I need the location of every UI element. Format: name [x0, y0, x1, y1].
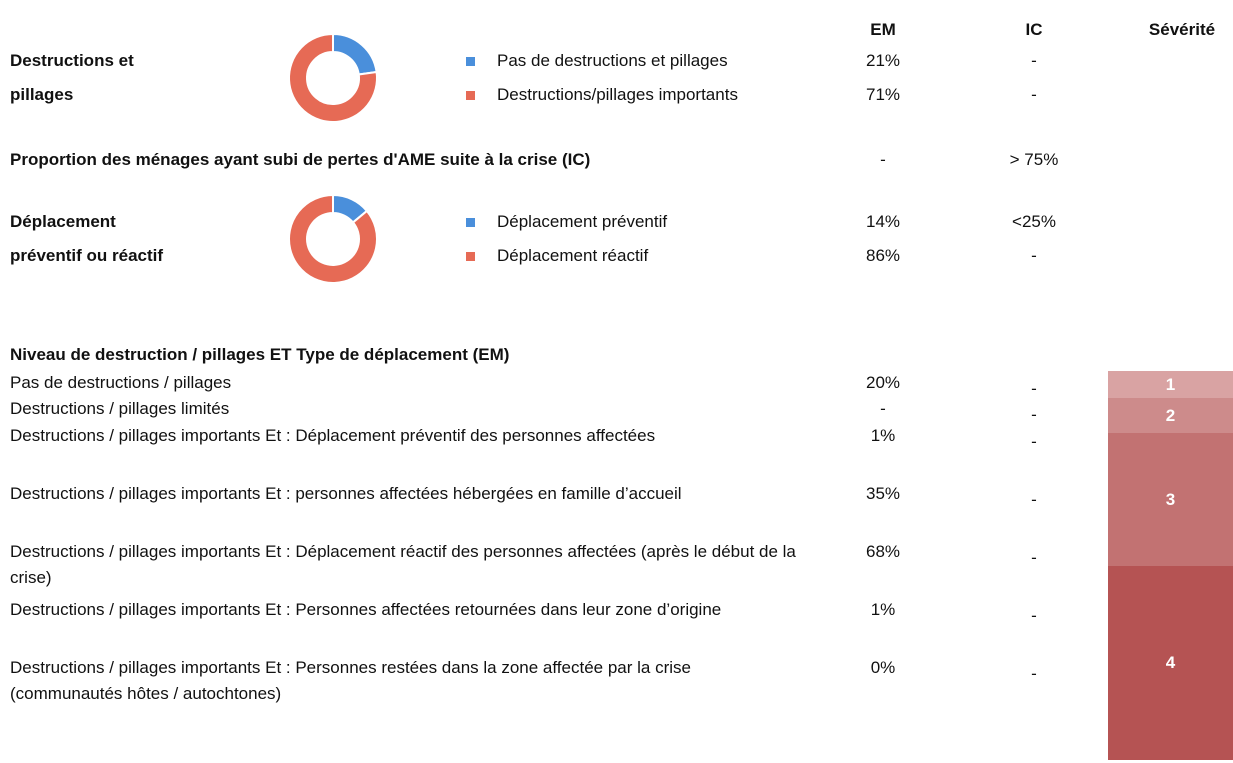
- legend-label: Déplacement réactif: [497, 246, 649, 265]
- row-em: 20%: [865, 373, 901, 392]
- row-em: 1%: [870, 426, 896, 445]
- header-severity: Sévérité: [1148, 20, 1216, 39]
- row-label: Destructions / pillages importants Et : …: [10, 542, 796, 587]
- row-em: -: [880, 399, 886, 418]
- donut: [288, 32, 378, 123]
- row-ic: -: [1031, 664, 1037, 683]
- proportion-label: Proportion des ménages ayant subi de per…: [10, 150, 591, 169]
- proportion-ic: > 75%: [1009, 150, 1059, 169]
- table-title: Niveau de destruction / pillages ET Type…: [10, 345, 510, 364]
- severity-cell: 3: [1108, 433, 1233, 566]
- row-label: Destructions / pillages limités: [10, 399, 230, 418]
- row-ic: -: [1031, 432, 1037, 451]
- ic-value: -: [1031, 85, 1037, 104]
- legend-swatch: [466, 57, 475, 66]
- ic-value: <25%: [1012, 212, 1056, 231]
- header-em: EM: [870, 20, 896, 39]
- row-label: Destructions / pillages importants Et : …: [10, 426, 656, 445]
- row-ic: -: [1031, 405, 1037, 424]
- em-value: 86%: [865, 246, 901, 265]
- header-ic: IC: [1025, 20, 1043, 39]
- em-value: 14%: [865, 212, 901, 231]
- row-label: Destructions / pillages importants Et : …: [10, 484, 682, 503]
- row-label: Destructions / pillages importants Et : …: [10, 658, 691, 703]
- block-label: Déplacement préventif ou réactif: [10, 212, 164, 265]
- ic-value: -: [1031, 51, 1037, 70]
- donut-slice: [288, 32, 378, 123]
- block-label: Destructions et pillages: [10, 51, 134, 104]
- severity-cell: 4: [1108, 566, 1233, 760]
- ic-value: -: [1031, 246, 1037, 265]
- proportion-em: -: [880, 150, 886, 169]
- legend-label: Déplacement préventif: [497, 212, 668, 231]
- row-em: 68%: [865, 542, 901, 561]
- em-value: 21%: [865, 51, 901, 70]
- row-label: Pas de destructions / pillages: [10, 373, 232, 392]
- row-ic: -: [1031, 379, 1037, 398]
- row-ic: -: [1031, 606, 1037, 625]
- severity-cell: 2: [1108, 398, 1233, 433]
- row-em: 1%: [870, 600, 896, 619]
- donut-slice: [288, 193, 378, 284]
- row-ic: -: [1031, 548, 1037, 567]
- row-em: 35%: [865, 484, 901, 503]
- donut: [288, 193, 378, 284]
- legend-swatch: [466, 218, 475, 227]
- row-label: Destructions / pillages importants Et : …: [10, 600, 722, 619]
- severity-cell: 1: [1108, 371, 1233, 398]
- row-em: 0%: [870, 658, 896, 677]
- em-value: 71%: [865, 85, 901, 104]
- legend-swatch: [466, 252, 475, 261]
- legend-label: Pas de destructions et pillages: [497, 51, 728, 70]
- donut-slice: [332, 32, 378, 76]
- row-ic: -: [1031, 490, 1037, 509]
- legend-swatch: [466, 91, 475, 100]
- legend-label: Destructions/pillages importants: [497, 85, 738, 104]
